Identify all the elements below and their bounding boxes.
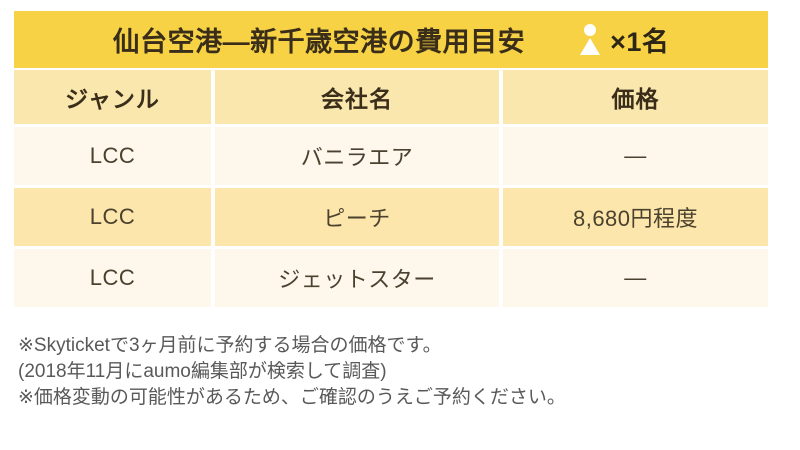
cell-genre: LCC [14, 188, 211, 246]
table-title-bar: 仙台空港―新千歳空港の費用目安 ×1名 [14, 11, 768, 68]
passenger-count-group: ×1名 [579, 20, 669, 59]
column-header-genre: ジャンル [14, 70, 211, 124]
footnote-block: ※Skyticketで3ヶ月前に予約する場合の価格です。 (2018年11月にa… [18, 333, 778, 411]
table-header-row: ジャンル 会社名 価格 [14, 70, 768, 124]
column-header-price: 価格 [503, 70, 768, 124]
fare-table: ジャンル 会社名 価格 LCC バニラエア ― LCC ピーチ 8,680円程度… [14, 70, 768, 307]
table-row: LCC ピーチ 8,680円程度 [14, 188, 768, 246]
person-icon [579, 23, 601, 57]
cell-price: ― [503, 249, 768, 307]
cell-genre: LCC [14, 249, 211, 307]
table-row: LCC ジェットスター ― [14, 249, 768, 307]
footnote-line: ※価格変動の可能性があるため、ご確認のうえご予約ください。 [18, 387, 566, 408]
footnote-line: ※Skyticketで3ヶ月前に予約する場合の価格です。 [18, 335, 442, 356]
cell-company: ピーチ [215, 188, 499, 246]
cell-genre: LCC [14, 127, 211, 185]
cell-price: ― [503, 127, 768, 185]
passenger-count-label: ×1名 [610, 27, 670, 57]
person-icon-body [580, 37, 601, 55]
cell-company: バニラエア [215, 127, 499, 185]
table-row: LCC バニラエア ― [14, 127, 768, 185]
cell-company: ジェットスター [215, 249, 499, 307]
person-icon-head [584, 23, 597, 36]
footnote-line: (2018年11月にaumo編集部が検索して調査) [18, 361, 387, 382]
column-header-company: 会社名 [215, 70, 499, 124]
cell-price: 8,680円程度 [503, 188, 768, 246]
page-title: 仙台空港―新千歳空港の費用目安 [112, 27, 526, 57]
